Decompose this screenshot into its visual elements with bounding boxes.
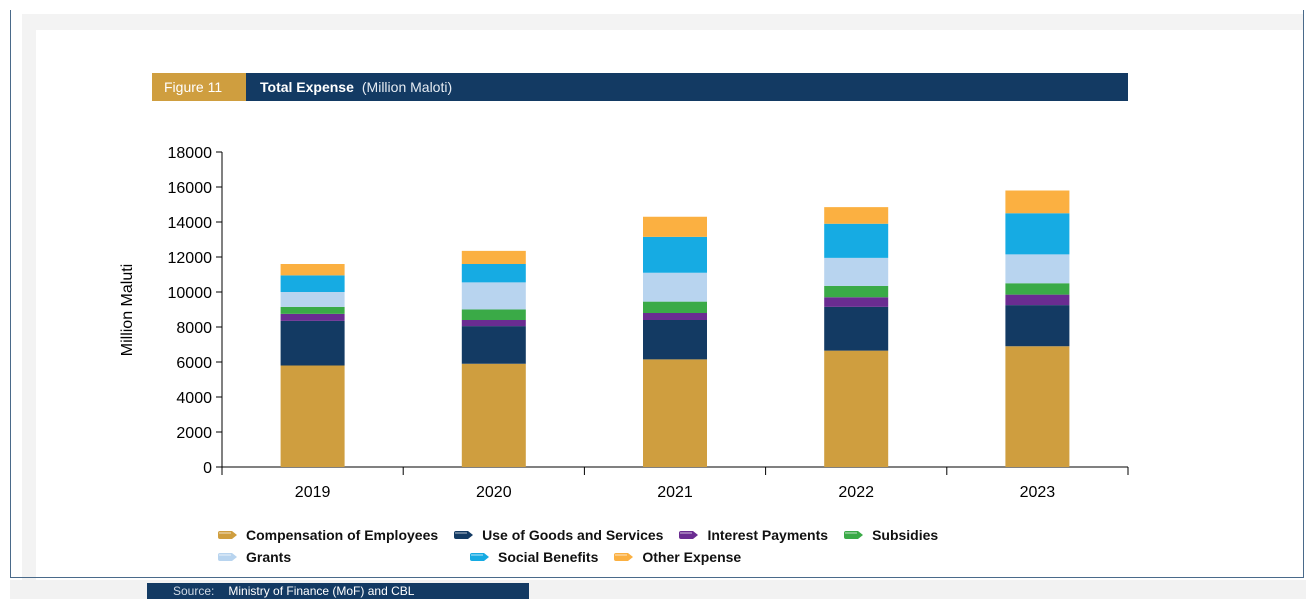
legend-label: Interest Payments	[707, 527, 829, 543]
y-tick-label: 2000	[176, 425, 212, 442]
bar-segment	[280, 306, 345, 314]
bar-segment	[461, 309, 526, 320]
legend-label: Grants	[246, 549, 292, 565]
legend-swatch-icon	[218, 553, 237, 561]
legend-label: Social Benefits	[498, 549, 599, 565]
legend-item: Compensation of Employees	[218, 527, 438, 543]
bar-segment	[643, 216, 707, 237]
legend-item: Grants	[218, 549, 454, 565]
x-tick-label: 2022	[838, 484, 874, 501]
bar-segment	[824, 306, 889, 351]
chart-legend: Compensation of Employees Use of Goods an…	[218, 524, 1118, 568]
y-axis-title: Million Maluti	[119, 264, 136, 356]
legend-row: Compensation of Employees Use of Goods an…	[218, 524, 1118, 546]
figure-title: Total Expense	[260, 79, 354, 95]
y-tick-label: 4000	[176, 390, 212, 407]
bar-segment	[1005, 294, 1070, 306]
figure-number: Figure 11	[152, 73, 246, 101]
x-tick-label: 2020	[476, 484, 512, 501]
x-axis: 2019 2020 2021 2022 2023	[221, 466, 1129, 501]
stacked-bar-chart: 0 2000 4000 6000 8000 10000 12000 14000 16000 180…	[119, 145, 1129, 501]
legend-label: Subsidies	[872, 527, 939, 543]
bar-stacks	[280, 190, 1070, 467]
bar-segment	[824, 257, 889, 286]
source-note: Source: Ministry of Finance (MoF) and CB…	[147, 583, 529, 599]
bar-segment	[461, 264, 526, 283]
frame-shadow-left	[22, 14, 36, 580]
bar-segment	[1005, 213, 1070, 255]
legend-item: Other Expense	[614, 549, 741, 565]
bar-segment	[280, 275, 345, 292]
y-tick-label: 12000	[168, 250, 213, 267]
y-tick-label: 16000	[168, 180, 213, 197]
y-tick-label: 14000	[168, 215, 213, 232]
figure-unit: (Million Maloti)	[361, 79, 453, 95]
y-tick-label: 10000	[168, 285, 213, 302]
legend-swatch-icon	[470, 553, 489, 561]
bar-segment	[643, 301, 707, 313]
bar-segment	[461, 320, 526, 327]
bar-segment	[1005, 283, 1070, 295]
bar-segment	[461, 282, 526, 310]
legend-swatch-icon	[218, 531, 237, 539]
figure-title-bar: Total Expense (Million Maloti)	[246, 73, 1128, 101]
x-tick-label: 2023	[1020, 484, 1056, 501]
bar-segment	[643, 359, 707, 467]
bar-segment	[280, 320, 345, 366]
bar-segment	[643, 320, 707, 360]
bar-segment	[643, 313, 707, 320]
source-label: Source:	[173, 584, 215, 598]
y-axis: 0 2000 4000 6000 8000 10000 12000 14000 16000 180…	[168, 145, 223, 477]
frame-shadow-top	[22, 14, 1304, 30]
y-tick-label: 18000	[168, 145, 213, 162]
legend-swatch-icon	[844, 531, 864, 539]
legend-item: Use of Goods and Services	[454, 527, 663, 543]
bar-segment	[280, 313, 345, 321]
legend-swatch-icon	[454, 531, 474, 539]
bar-segment	[643, 272, 707, 302]
x-tick-label: 2019	[295, 484, 331, 501]
bar-segment	[280, 365, 345, 467]
figure-header: Figure 11 Total Expense (Million Maloti)	[152, 73, 1128, 101]
bar-segment	[1005, 254, 1070, 284]
figure-frame	[10, 10, 1304, 578]
bar-segment	[1005, 190, 1070, 214]
legend-swatch-icon	[614, 553, 634, 561]
legend-item: Interest Payments	[679, 527, 828, 543]
legend-row: Grants Social Benefits Other Expense	[218, 546, 1118, 568]
x-tick-label: 2021	[657, 484, 693, 501]
y-tick-label: 6000	[176, 355, 212, 372]
bar-segment	[461, 326, 526, 364]
bar-segment	[824, 223, 889, 258]
bar-segment	[643, 236, 707, 273]
legend-label: Use of Goods and Services	[482, 527, 664, 543]
bar-segment	[824, 350, 889, 467]
source-text: Ministry of Finance (MoF) and CBL	[228, 584, 415, 598]
bar-segment	[824, 285, 889, 298]
bar-segment	[461, 250, 526, 264]
bar-segment	[461, 363, 526, 467]
legend-item: Subsidies	[844, 527, 938, 543]
bar-segment	[1005, 346, 1070, 467]
legend-swatch-icon	[679, 531, 699, 539]
bar-segment	[824, 297, 889, 307]
bar-segment	[1005, 305, 1070, 347]
y-tick-label: 8000	[176, 320, 212, 337]
bar-segment	[824, 207, 889, 224]
y-tick-label: 0	[203, 460, 212, 477]
legend-item: Social Benefits	[470, 549, 598, 565]
legend-label: Other Expense	[642, 549, 742, 565]
bar-segment	[280, 292, 345, 307]
legend-label: Compensation of Employees	[246, 527, 439, 543]
bar-segment	[280, 264, 345, 276]
